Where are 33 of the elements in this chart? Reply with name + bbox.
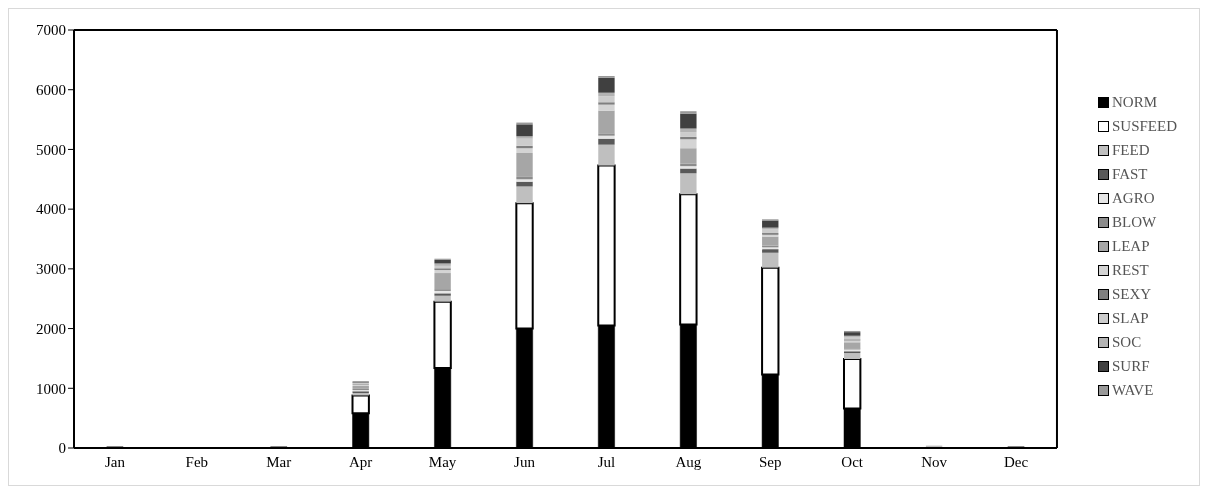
y-tick-label: 2000 bbox=[36, 320, 66, 337]
x-tick-label: Apr bbox=[349, 453, 373, 470]
legend-label: REST bbox=[1110, 260, 1150, 280]
y-tick-label: 6000 bbox=[36, 82, 66, 99]
x-tick-label: Jun bbox=[514, 453, 536, 470]
y-tick-label: 0 bbox=[58, 440, 66, 457]
x-tick-label: May bbox=[428, 453, 457, 470]
x-tick-label: Jul bbox=[597, 453, 616, 470]
y-tick-label: 4000 bbox=[36, 201, 66, 218]
legend-label: FEED bbox=[1110, 140, 1151, 160]
x-tick-label: Aug bbox=[675, 453, 702, 470]
y-tick-label: 5000 bbox=[36, 141, 66, 158]
x-tick-label: Nov bbox=[921, 453, 948, 470]
legend-label: SOC bbox=[1110, 332, 1143, 352]
x-tick-label: Jan bbox=[104, 453, 126, 470]
legend-label: FAST bbox=[1110, 164, 1149, 184]
legend-label: SLAP bbox=[1110, 308, 1150, 328]
y-tick-label: 7000 bbox=[36, 22, 66, 39]
y-tick-label: 3000 bbox=[36, 261, 66, 278]
x-tick-label: Feb bbox=[185, 453, 209, 470]
legend-label: NORM bbox=[1110, 92, 1158, 112]
legend-label: BLOW bbox=[1110, 212, 1158, 232]
legend-label: SEXY bbox=[1110, 284, 1153, 304]
y-tick-label: 1000 bbox=[36, 380, 66, 397]
legend-label: SUSFEED bbox=[1110, 116, 1177, 136]
legend-label: WAVE bbox=[1110, 380, 1155, 400]
x-tick-label: Oct bbox=[841, 453, 864, 470]
legend-label: LEAP bbox=[1110, 236, 1151, 256]
x-tick-label: Sep bbox=[759, 453, 782, 470]
x-tick-label: Mar bbox=[266, 453, 292, 470]
legend-label: AGRO bbox=[1110, 188, 1156, 208]
x-tick-label: Dec bbox=[1003, 453, 1029, 470]
legend-label: SURF bbox=[1110, 356, 1151, 376]
